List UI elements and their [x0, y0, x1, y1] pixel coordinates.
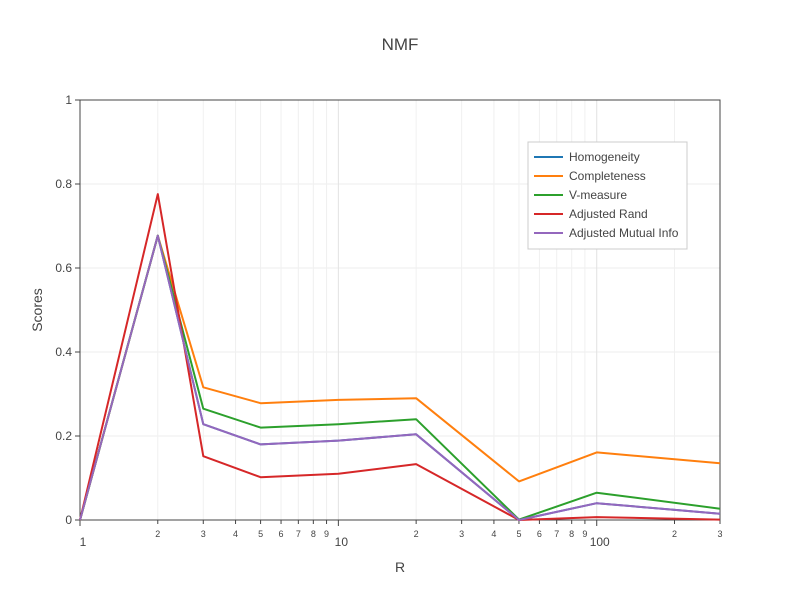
- x-minor-tick-label: 6: [537, 529, 542, 539]
- x-minor-tick-label: 3: [717, 529, 722, 539]
- x-major-tick-label: 100: [590, 535, 610, 549]
- x-minor-tick-label: 2: [672, 529, 677, 539]
- chart-title: NMF: [382, 35, 419, 54]
- x-minor-tick-label: 7: [296, 529, 301, 539]
- series-line: [79, 234, 721, 521]
- y-tick-label: 0.6: [55, 261, 72, 275]
- x-minor-tick-label: 4: [233, 529, 238, 539]
- y-axis-label: Scores: [29, 288, 45, 332]
- y-tick-label: 0: [65, 513, 72, 527]
- x-minor-tick-label: 9: [582, 529, 587, 539]
- x-minor-tick-label: 9: [324, 529, 329, 539]
- x-minor-tick-label: 3: [201, 529, 206, 539]
- x-minor-tick-label: 6: [279, 529, 284, 539]
- x-axis-label: R: [395, 559, 405, 575]
- y-axis-ticks: 0 0.2 0.4 0.6 0.8 1: [55, 93, 80, 527]
- series-line: [79, 234, 721, 521]
- x-major-tick-label: 10: [335, 535, 349, 549]
- y-tick-label: 0.4: [55, 345, 72, 359]
- x-minor-tick-label: 8: [311, 529, 316, 539]
- legend-label: V-measure: [569, 188, 627, 202]
- x-minor-tick-label: 2: [155, 529, 160, 539]
- x-minor-tick-label: 2: [414, 529, 419, 539]
- x-major-tick-label: 1: [80, 535, 87, 549]
- x-minor-tick-label: 4: [491, 529, 496, 539]
- legend-label: Adjusted Rand: [569, 207, 648, 221]
- y-tick-label: 1: [65, 93, 72, 107]
- grid-lines: [80, 100, 720, 520]
- series-lines: [79, 193, 721, 521]
- series-line: [79, 193, 721, 521]
- legend-label: Homogeneity: [569, 150, 640, 164]
- plot-area-frame: [79, 99, 721, 521]
- x-axis-ticks: 2 3 4 5 6 7 8 9 2 3 4 5 6 7 8 9 2 31 10 100: [79, 520, 723, 549]
- x-minor-tick-label: 7: [554, 529, 559, 539]
- x-minor-tick-label: 5: [258, 529, 263, 539]
- legend-label: Adjusted Mutual Info: [569, 226, 679, 240]
- x-minor-tick-label: 3: [459, 529, 464, 539]
- y-tick-label: 0.2: [55, 429, 72, 443]
- legend-label: Completeness: [569, 169, 646, 183]
- legend: Homogeneity Completeness V-measure Adjusted…: [527, 141, 688, 250]
- x-minor-tick-label: 5: [516, 529, 521, 539]
- y-tick-label: 0.8: [55, 177, 72, 191]
- x-minor-tick-label: 8: [569, 529, 574, 539]
